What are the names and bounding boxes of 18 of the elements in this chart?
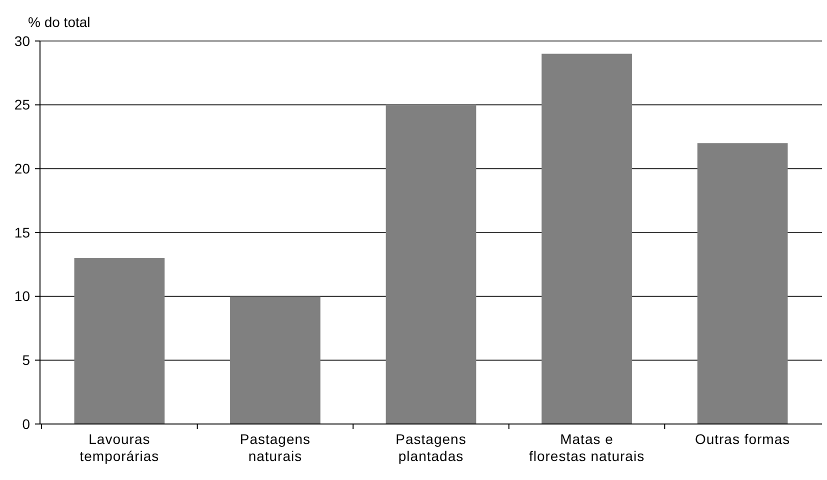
y-axis-title: % do total [28,14,90,30]
x-tick-label: Pastagens plantadas [396,431,466,464]
x-tick-label: Pastagens naturais [240,431,311,464]
x-tick-label: Matas e florestas naturais [528,431,645,464]
bar [542,54,632,424]
x-tick-label: Lavouras temporárias [80,431,160,464]
y-tick-label: 5 [22,352,30,368]
bar [74,258,165,424]
y-tick-label: 10 [14,288,30,304]
x-tick-label: Outras formas [694,431,790,447]
bar [386,104,476,424]
y-tick-label: 30 [14,32,30,49]
y-tick-label: 15 [14,224,30,240]
y-tick-label: 20 [14,160,30,177]
y-tick-label: 25 [14,96,30,113]
bar [230,296,320,424]
y-tick-label: 0 [22,416,30,432]
bar [697,143,788,424]
